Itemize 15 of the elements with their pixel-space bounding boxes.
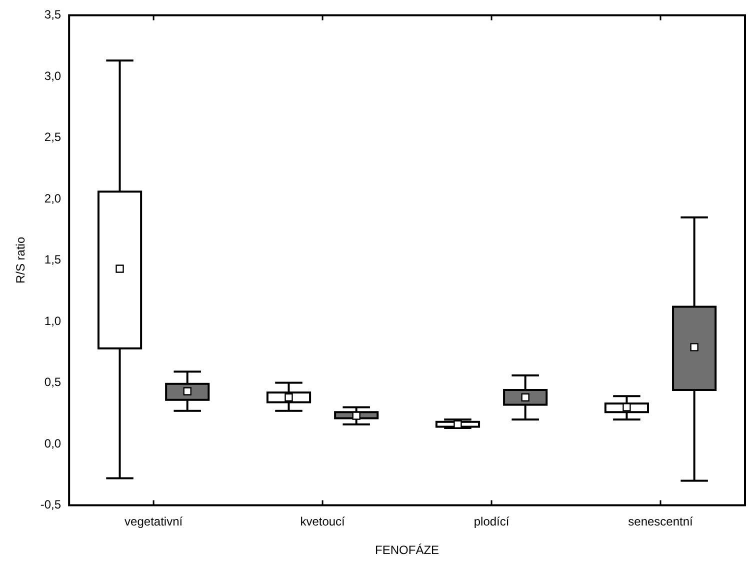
x-tick-label: vegetativní <box>124 514 184 529</box>
x-tick-label: senescentní <box>628 514 694 529</box>
x-axis-title: FENOFÁZE <box>375 543 440 558</box>
y-tick-label: 0,5 <box>44 375 62 390</box>
y-tick-label: 1,5 <box>44 252 62 267</box>
y-tick-label: 2,5 <box>44 130 62 144</box>
x-tick-label: kvetoucí <box>300 514 346 529</box>
y-tick-label: 2,0 <box>44 191 62 206</box>
y-tick-label: -0,5 <box>40 498 62 512</box>
y-tick-label: 0,0 <box>44 436 62 450</box>
x-tick-label: plodící <box>474 514 510 529</box>
y-tick-label: 3,0 <box>44 68 62 83</box>
y-axis-title: R/S ratio <box>14 236 28 284</box>
y-tick-label: 3,5 <box>44 8 62 22</box>
y-tick-label: 1,0 <box>44 314 62 328</box>
